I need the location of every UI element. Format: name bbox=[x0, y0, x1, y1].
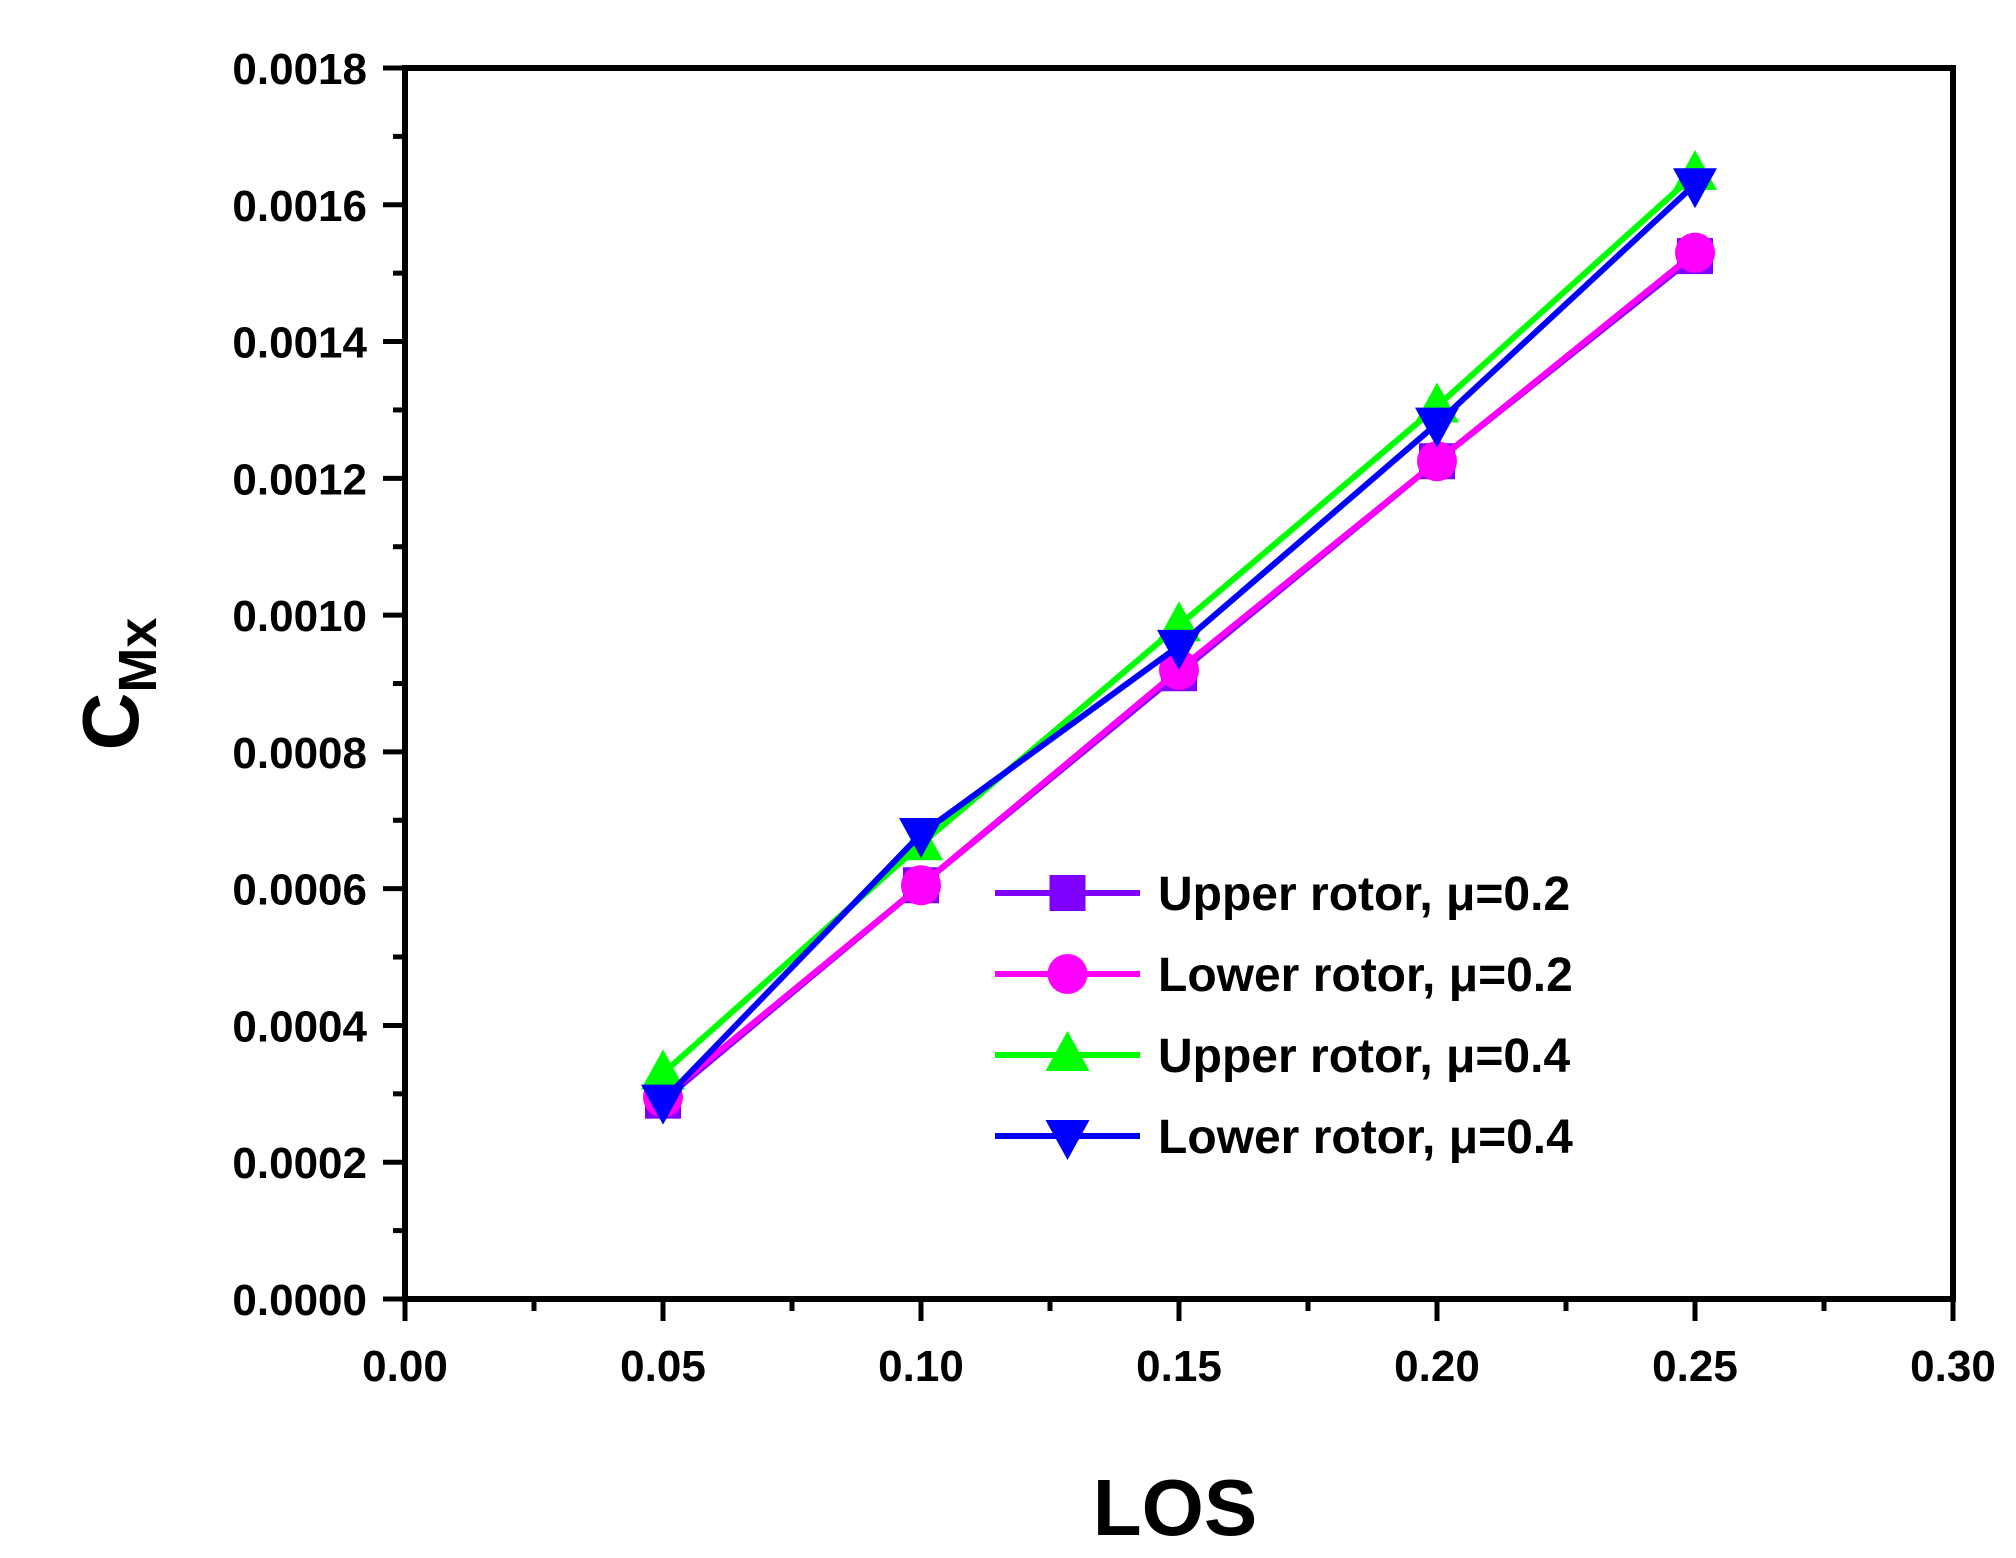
y-tick-label: 0.0004 bbox=[232, 1002, 367, 1051]
y-axis-title-main: C bbox=[66, 693, 155, 751]
y-tick-label: 0.0012 bbox=[232, 455, 367, 504]
legend-item: Lower rotor, μ=0.2 bbox=[995, 949, 1573, 1002]
data-point bbox=[1675, 232, 1715, 273]
x-axis-title: LOS bbox=[1093, 1463, 1257, 1552]
data-point bbox=[901, 865, 941, 906]
data-point bbox=[641, 1049, 685, 1090]
legend: Upper rotor, μ=0.2 Lower rotor, μ=0.2 Uppe… bbox=[995, 868, 1573, 1164]
x-tick-label: 0.00 bbox=[362, 1342, 448, 1391]
y-tick-label: 0.0010 bbox=[232, 592, 367, 641]
y-tick-label: 0.0002 bbox=[232, 1139, 367, 1188]
x-tick-label: 0.30 bbox=[1910, 1342, 1996, 1391]
x-tick-label: 0.05 bbox=[620, 1342, 706, 1391]
axis-ticks bbox=[383, 65, 1956, 1321]
legend-label: Upper rotor, μ=0.2 bbox=[1158, 868, 1570, 921]
legend-label: Lower rotor, μ=0.2 bbox=[1158, 949, 1573, 1002]
y-axis-title-sub: Mx bbox=[108, 618, 168, 693]
data-point bbox=[1673, 168, 1717, 209]
data-point bbox=[641, 1084, 685, 1125]
svg-text:CMx: CMx bbox=[66, 618, 168, 751]
data-point bbox=[1415, 407, 1459, 448]
legend-item: Upper rotor, μ=0.2 bbox=[995, 868, 1570, 921]
x-tick-label: 0.20 bbox=[1394, 1342, 1480, 1391]
y-tick-label: 0.0008 bbox=[232, 729, 367, 778]
x-tick-label: 0.25 bbox=[1652, 1342, 1738, 1391]
y-tick-label: 0.0000 bbox=[232, 1276, 367, 1325]
data-point bbox=[899, 817, 943, 858]
legend-swatch-marker bbox=[1045, 1031, 1090, 1071]
y-tick-label: 0.0014 bbox=[232, 319, 367, 368]
axis-tick-labels: 0.00 0.05 0.10 0.15 0.20 0.25 0.30 0.0000 0.0002… bbox=[232, 45, 1995, 1391]
legend-swatch-marker bbox=[1049, 875, 1086, 911]
x-tick-label: 0.15 bbox=[1136, 1342, 1222, 1391]
data-point bbox=[1417, 441, 1457, 482]
legend-label: Upper rotor, μ=0.4 bbox=[1158, 1030, 1570, 1083]
series-layer bbox=[641, 150, 1717, 1125]
legend-swatch-marker bbox=[1047, 954, 1088, 994]
legend-item: Lower rotor, μ=0.4 bbox=[995, 1111, 1573, 1164]
legend-swatch-marker bbox=[1045, 1120, 1090, 1160]
series-4 bbox=[641, 168, 1717, 1125]
y-tick-label: 0.0006 bbox=[232, 866, 367, 915]
y-tick-label: 0.0016 bbox=[232, 182, 367, 231]
x-tick-label: 0.10 bbox=[878, 1342, 964, 1391]
legend-item: Upper rotor, μ=0.4 bbox=[995, 1030, 1570, 1083]
y-axis-title: CMx bbox=[66, 618, 168, 751]
y-tick-label: 0.0018 bbox=[232, 45, 367, 94]
data-point bbox=[1157, 629, 1201, 670]
legend-label: Lower rotor, μ=0.4 bbox=[1158, 1111, 1573, 1164]
